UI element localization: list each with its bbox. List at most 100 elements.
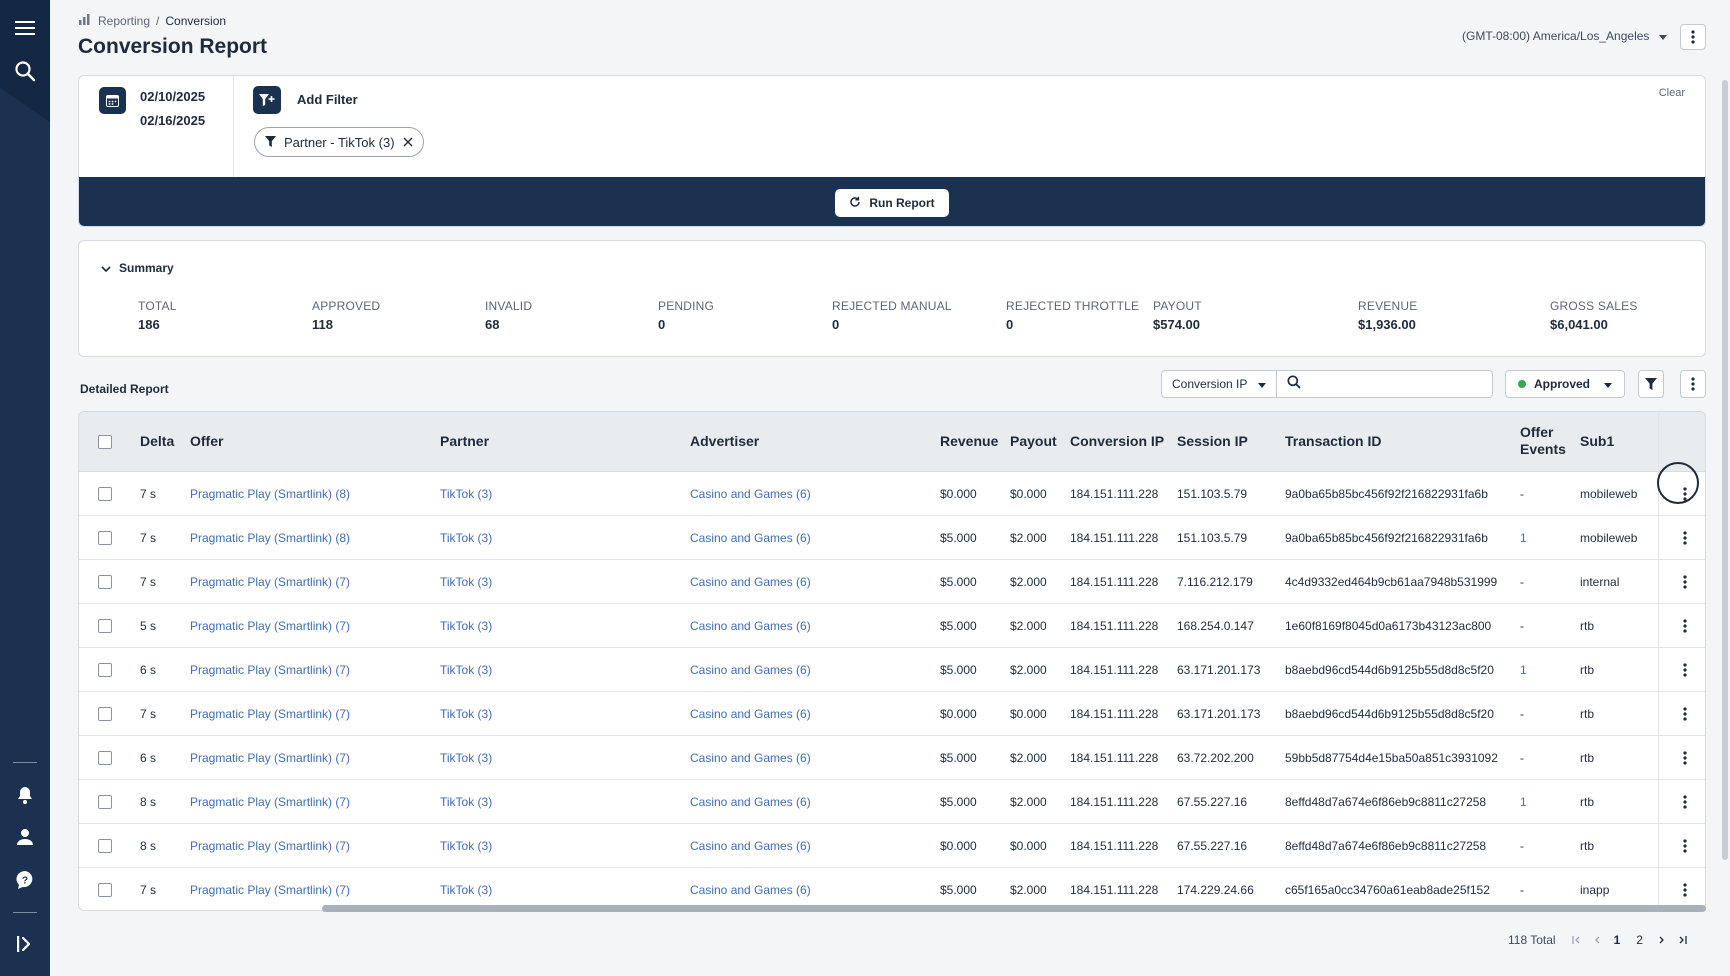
row-checkbox[interactable] — [98, 839, 112, 853]
add-filter-icon[interactable] — [253, 86, 281, 114]
col-session-ip[interactable]: Session IP — [1177, 433, 1248, 449]
user-icon[interactable] — [9, 821, 41, 853]
row-checkbox[interactable] — [98, 531, 112, 545]
row-checkbox[interactable] — [98, 575, 112, 589]
row-more-button[interactable] — [1675, 748, 1695, 768]
cell-offer-events[interactable]: 1 — [1520, 531, 1527, 545]
status-filter-select[interactable]: Approved — [1505, 370, 1625, 398]
first-page-icon[interactable] — [1571, 933, 1580, 947]
table-row[interactable]: 5 s Pragmatic Play (Smartlink) (7) TikTok … — [79, 604, 1705, 648]
table-row[interactable]: 6 s Pragmatic Play (Smartlink) (7) TikTok … — [79, 648, 1705, 692]
cell-offer-link[interactable]: Pragmatic Play (Smartlink) (7) — [190, 883, 351, 897]
cell-partner-link[interactable]: TikTok (3) — [440, 619, 493, 633]
table-row[interactable]: 8 s Pragmatic Play (Smartlink) (7) TikTok … — [79, 780, 1705, 824]
select-all-checkbox[interactable] — [98, 435, 112, 449]
cell-partner-link[interactable]: TikTok (3) — [440, 751, 493, 765]
breadcrumb-reporting[interactable]: Reporting — [98, 14, 151, 28]
cell-partner-link[interactable]: TikTok (3) — [440, 531, 493, 545]
row-more-button[interactable] — [1675, 880, 1695, 900]
page-1[interactable]: 1 — [1613, 933, 1621, 947]
cell-offer-link[interactable]: Pragmatic Play (Smartlink) (7) — [190, 795, 351, 809]
row-more-button[interactable] — [1675, 528, 1695, 548]
row-checkbox[interactable] — [98, 663, 112, 677]
cell-partner-link[interactable]: TikTok (3) — [440, 487, 493, 501]
cell-offer-events[interactable]: 1 — [1520, 795, 1527, 809]
row-checkbox[interactable] — [98, 619, 112, 633]
row-more-button[interactable] — [1675, 660, 1695, 680]
table-filter-button[interactable] — [1638, 370, 1664, 398]
bell-icon[interactable] — [9, 779, 41, 811]
table-row[interactable]: 6 s Pragmatic Play (Smartlink) (7) TikTok … — [79, 736, 1705, 780]
col-offer[interactable]: Offer — [190, 433, 224, 449]
row-checkbox[interactable] — [98, 883, 112, 897]
cell-offer-events[interactable]: 1 — [1520, 663, 1527, 677]
close-icon[interactable] — [403, 137, 413, 147]
summary-toggle[interactable]: Summary — [101, 261, 174, 275]
cell-partner-link[interactable]: TikTok (3) — [440, 663, 493, 677]
cell-advertiser-link[interactable]: Casino and Games (6) — [690, 795, 811, 809]
run-report-button[interactable]: Run Report — [835, 189, 949, 217]
row-more-button[interactable] — [1675, 616, 1695, 636]
page-2[interactable]: 2 — [1636, 933, 1643, 947]
cell-partner-link[interactable]: TikTok (3) — [440, 883, 493, 897]
col-transaction-id[interactable]: Transaction ID — [1285, 433, 1382, 449]
cell-offer-link[interactable]: Pragmatic Play (Smartlink) (7) — [190, 575, 351, 589]
col-conversion-ip[interactable]: Conversion IP — [1070, 433, 1165, 449]
vertical-scrollbar[interactable] — [1722, 80, 1728, 860]
col-advertiser[interactable]: Advertiser — [690, 433, 760, 449]
cell-advertiser-link[interactable]: Casino and Games (6) — [690, 619, 811, 633]
next-page-icon[interactable] — [1659, 933, 1665, 947]
col-payout[interactable]: Payout — [1010, 433, 1057, 449]
table-row[interactable]: 7 s Pragmatic Play (Smartlink) (8) TikTok … — [79, 472, 1705, 516]
cell-partner-link[interactable]: TikTok (3) — [440, 795, 493, 809]
cell-offer-link[interactable]: Pragmatic Play (Smartlink) (7) — [190, 839, 351, 853]
row-more-button[interactable] — [1675, 792, 1695, 812]
clear-filters-link[interactable]: Clear — [1658, 87, 1685, 99]
row-checkbox[interactable] — [98, 795, 112, 809]
cell-advertiser-link[interactable]: Casino and Games (6) — [690, 839, 811, 853]
row-more-button[interactable] — [1675, 704, 1695, 724]
search-icon[interactable] — [9, 55, 41, 87]
search-input[interactable] — [1309, 377, 1479, 391]
cell-advertiser-link[interactable]: Casino and Games (6) — [690, 663, 811, 677]
cell-partner-link[interactable]: TikTok (3) — [440, 839, 493, 853]
cell-offer-link[interactable]: Pragmatic Play (Smartlink) (8) — [190, 487, 351, 501]
date-range-picker[interactable]: 02/10/2025 02/16/2025 — [79, 76, 234, 177]
col-delta[interactable]: Delta — [140, 433, 175, 449]
cell-advertiser-link[interactable]: Casino and Games (6) — [690, 487, 811, 501]
expand-sidebar-icon[interactable] — [9, 928, 41, 960]
table-row[interactable]: 7 s Pragmatic Play (Smartlink) (7) TikTok … — [79, 692, 1705, 736]
row-more-button[interactable] — [1675, 836, 1695, 856]
col-partner[interactable]: Partner — [440, 433, 490, 449]
row-checkbox[interactable] — [98, 751, 112, 765]
col-sub1[interactable]: Sub1 — [1580, 433, 1615, 449]
row-more-button[interactable] — [1675, 572, 1695, 592]
cell-advertiser-link[interactable]: Casino and Games (6) — [690, 531, 811, 545]
cell-offer-link[interactable]: Pragmatic Play (Smartlink) (7) — [190, 751, 351, 765]
cell-offer-link[interactable]: Pragmatic Play (Smartlink) (8) — [190, 531, 351, 545]
table-more-button[interactable] — [1680, 370, 1706, 398]
prev-page-icon[interactable] — [1594, 933, 1600, 947]
table-row[interactable]: 7 s Pragmatic Play (Smartlink) (8) TikTok … — [79, 516, 1705, 560]
cell-advertiser-link[interactable]: Casino and Games (6) — [690, 883, 811, 897]
cell-advertiser-link[interactable]: Casino and Games (6) — [690, 751, 811, 765]
cell-advertiser-link[interactable]: Casino and Games (6) — [690, 575, 811, 589]
menu-icon[interactable] — [9, 12, 41, 44]
table-row[interactable]: 7 s Pragmatic Play (Smartlink) (7) TikTok … — [79, 560, 1705, 604]
table-row[interactable]: 7 s Pragmatic Play (Smartlink) (7) TikTok … — [79, 868, 1705, 910]
add-filter-button[interactable]: Add Filter — [297, 92, 358, 107]
row-checkbox[interactable] — [98, 487, 112, 501]
horizontal-scrollbar[interactable] — [322, 905, 1706, 912]
cell-advertiser-link[interactable]: Casino and Games (6) — [690, 707, 811, 721]
cell-offer-link[interactable]: Pragmatic Play (Smartlink) (7) — [190, 707, 351, 721]
timezone-select[interactable]: (GMT-08:00) America/Los_Angeles — [1462, 29, 1668, 43]
col-revenue[interactable]: Revenue — [940, 433, 999, 449]
filter-chip-partner[interactable]: Partner - TikTok (3) — [254, 127, 424, 157]
col-offer-events[interactable]: Offer Events — [1520, 424, 1566, 457]
search-field-select[interactable]: Conversion IP — [1161, 370, 1277, 398]
cell-offer-link[interactable]: Pragmatic Play (Smartlink) (7) — [190, 663, 351, 677]
last-page-icon[interactable] — [1679, 933, 1687, 947]
table-row[interactable]: 8 s Pragmatic Play (Smartlink) (7) TikTok … — [79, 824, 1705, 868]
row-checkbox[interactable] — [98, 707, 112, 721]
help-icon[interactable]: ? — [9, 864, 41, 896]
